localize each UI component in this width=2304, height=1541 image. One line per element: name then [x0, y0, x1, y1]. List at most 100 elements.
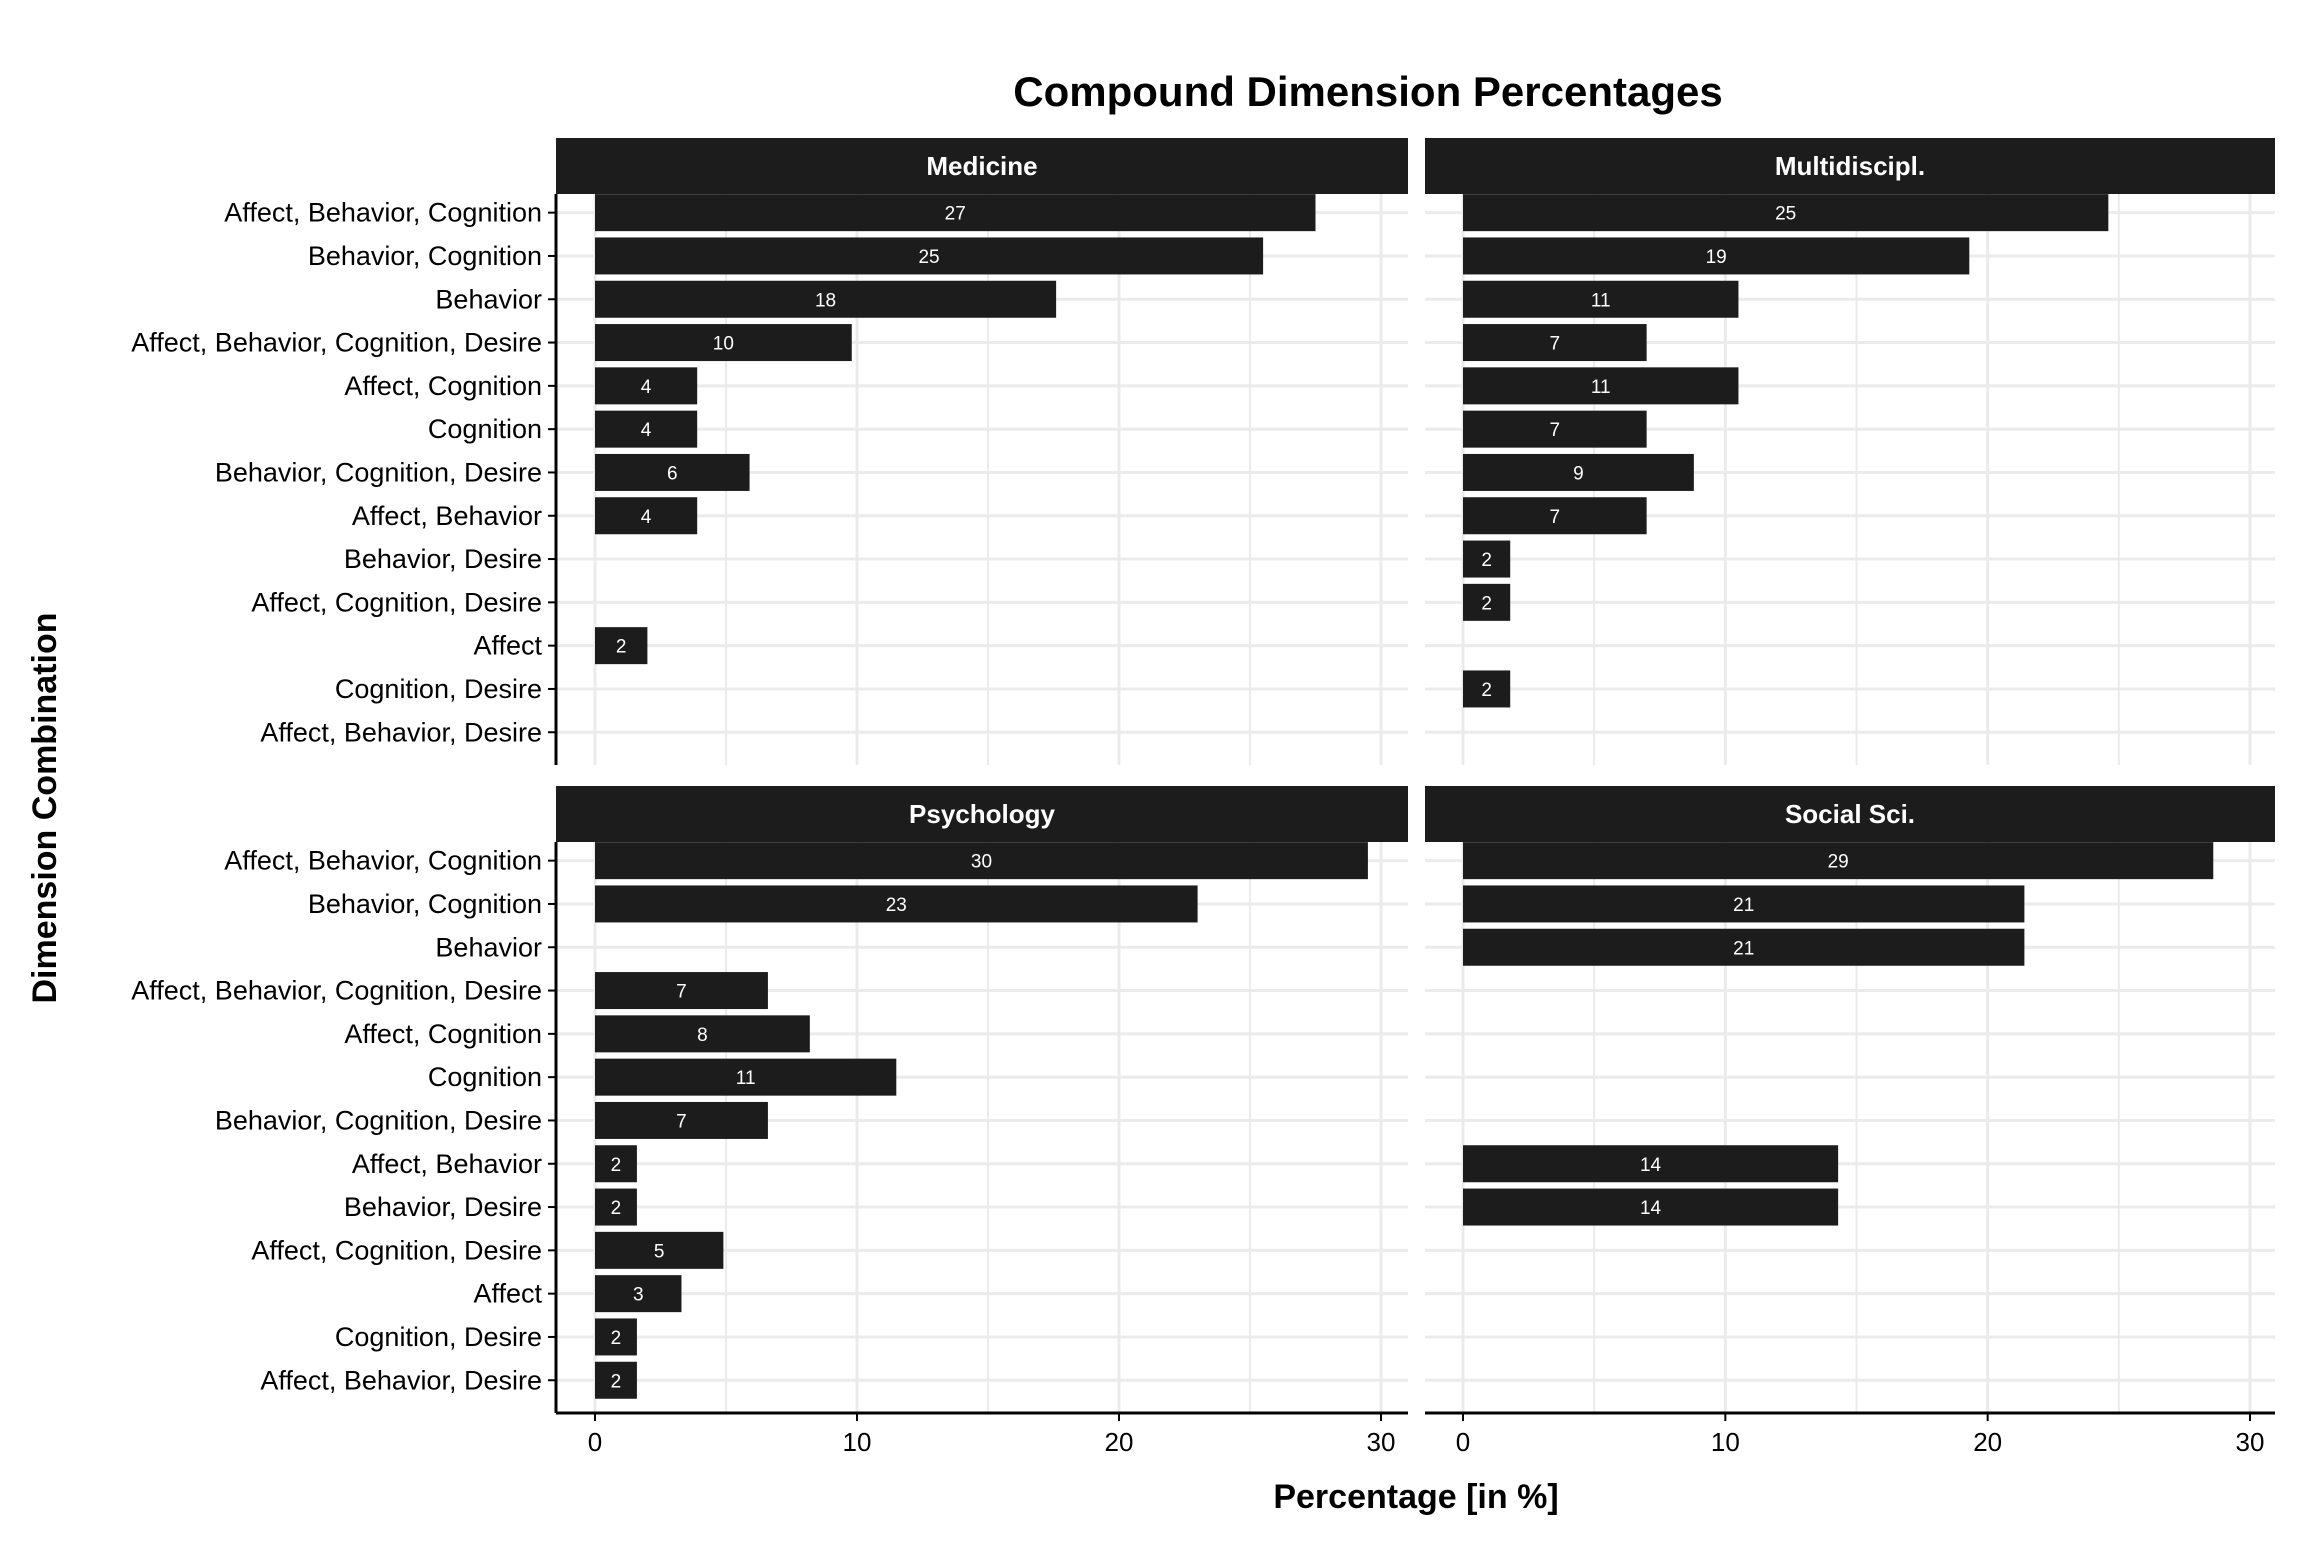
bar	[1463, 1145, 1839, 1183]
bar	[595, 324, 852, 362]
bar-label: 4	[641, 377, 652, 398]
bar	[595, 627, 648, 665]
category-label: Cognition	[428, 1062, 542, 1092]
bar	[595, 453, 750, 491]
bar-label: 3	[633, 1285, 644, 1306]
bar	[595, 497, 698, 535]
bar-label: 29	[1828, 852, 1849, 873]
bar-label: 23	[886, 895, 907, 916]
facet-strip	[1425, 138, 2275, 194]
bar-label: 7	[1550, 420, 1561, 441]
category-label: Cognition, Desire	[335, 1322, 542, 1352]
bar	[595, 972, 768, 1010]
bar-label: 14	[1640, 1198, 1662, 1219]
bar-label: 7	[1550, 507, 1561, 528]
bar	[595, 885, 1198, 923]
bar-label: 27	[945, 204, 966, 225]
category-label: Affect, Behavior	[352, 501, 542, 531]
bar-label: 2	[1481, 680, 1492, 701]
category-label: Affect	[473, 1279, 542, 1309]
category-label: Affect, Cognition, Desire	[251, 587, 542, 617]
category-label: Affect, Behavior, Desire	[260, 717, 542, 747]
facet-strip-label: Social Sci.	[1785, 799, 1915, 829]
category-label: Behavior, Cognition	[308, 241, 542, 271]
category-label: Behavior, Desire	[344, 544, 542, 574]
facet-strip	[556, 138, 1408, 194]
bar	[595, 842, 1368, 880]
bar	[1463, 928, 2025, 966]
bar	[1463, 410, 1647, 448]
bar-label: 11	[1591, 290, 1611, 311]
y-axis-title: Dimension Combination	[26, 613, 64, 1004]
bar	[1463, 583, 1511, 621]
category-label: Affect, Behavior, Cognition, Desire	[131, 976, 542, 1006]
category-label: Affect, Behavior, Cognition	[224, 846, 542, 876]
x-tick-label: 0	[588, 1427, 602, 1457]
x-tick-label: 20	[1973, 1427, 2002, 1457]
bar	[595, 237, 1264, 275]
bar	[1463, 670, 1511, 708]
bar-label: 2	[611, 1155, 622, 1176]
bar-label: 6	[667, 463, 678, 484]
bar-label: 5	[654, 1241, 665, 1262]
category-label: Affect	[473, 631, 542, 661]
bar	[1463, 497, 1647, 535]
bar-label: 4	[641, 507, 652, 528]
bar-label: 2	[611, 1328, 622, 1349]
bar-label: 8	[697, 1025, 708, 1046]
bar	[595, 410, 698, 448]
chart-title: Compound Dimension Percentages	[1013, 68, 1722, 115]
bar	[1463, 367, 1739, 405]
panel-social-sci: Social Sci. 29 21 21 14 14 0 10 20 30	[1425, 786, 2275, 1457]
bar	[1463, 280, 1739, 318]
bar	[595, 1318, 637, 1356]
bar-label: 30	[971, 852, 992, 873]
bar	[1463, 324, 1647, 362]
category-label: Affect, Behavior, Cognition, Desire	[131, 328, 542, 358]
bar-label: 7	[1550, 334, 1561, 355]
bar	[595, 1188, 637, 1226]
category-label: Affect, Behavior, Desire	[260, 1365, 542, 1395]
bar-label: 2	[611, 1198, 622, 1219]
bar-label: 4	[641, 420, 652, 441]
bar-label: 25	[1775, 204, 1796, 225]
x-tick-label: 30	[1367, 1427, 1396, 1457]
panel-multidiscipl: Multidiscipl. 25 19 11 7 11 7 9 7 2 2 2	[1425, 138, 2275, 765]
bar-label: 11	[1591, 377, 1611, 398]
facet-strip-label: Multidiscipl.	[1775, 151, 1925, 181]
x-tick-label: 0	[1456, 1427, 1470, 1457]
category-label: Cognition	[428, 414, 542, 444]
category-label: Behavior, Cognition	[308, 889, 542, 919]
bar	[595, 367, 698, 405]
bar	[1463, 194, 2109, 232]
category-label: Behavior	[435, 284, 542, 314]
bar-label: 7	[676, 1111, 687, 1132]
bar	[595, 1058, 897, 1096]
facet-strip	[556, 786, 1408, 842]
bar-label: 19	[1706, 247, 1727, 268]
x-axis-title: Percentage [in %]	[1273, 1478, 1558, 1516]
bar	[1463, 237, 1970, 275]
bar	[1463, 842, 2214, 880]
bar	[595, 194, 1316, 232]
facet-strip	[1425, 786, 2275, 842]
bar-label: 7	[676, 982, 687, 1003]
bar	[1463, 1188, 1839, 1226]
bar	[595, 1145, 637, 1183]
bar-label: 2	[1481, 593, 1492, 614]
facet-strip-label: Psychology	[909, 799, 1055, 829]
bar	[595, 1015, 810, 1053]
facet-strip-label: Medicine	[926, 151, 1037, 181]
bar-label: 14	[1640, 1155, 1662, 1176]
category-label: Affect, Cognition	[344, 371, 542, 401]
bar-label: 2	[616, 637, 627, 658]
x-tick-label: 30	[2236, 1427, 2265, 1457]
category-label: Affect, Cognition, Desire	[251, 1235, 542, 1265]
bar-label: 21	[1733, 938, 1754, 959]
bar-label: 11	[736, 1068, 756, 1089]
bar	[1463, 540, 1511, 578]
bar	[595, 1101, 768, 1139]
panel-medicine: Medicine 27 25 18 10 4 4 6 4 2 Affect, Behavior, C…	[131, 138, 1408, 765]
